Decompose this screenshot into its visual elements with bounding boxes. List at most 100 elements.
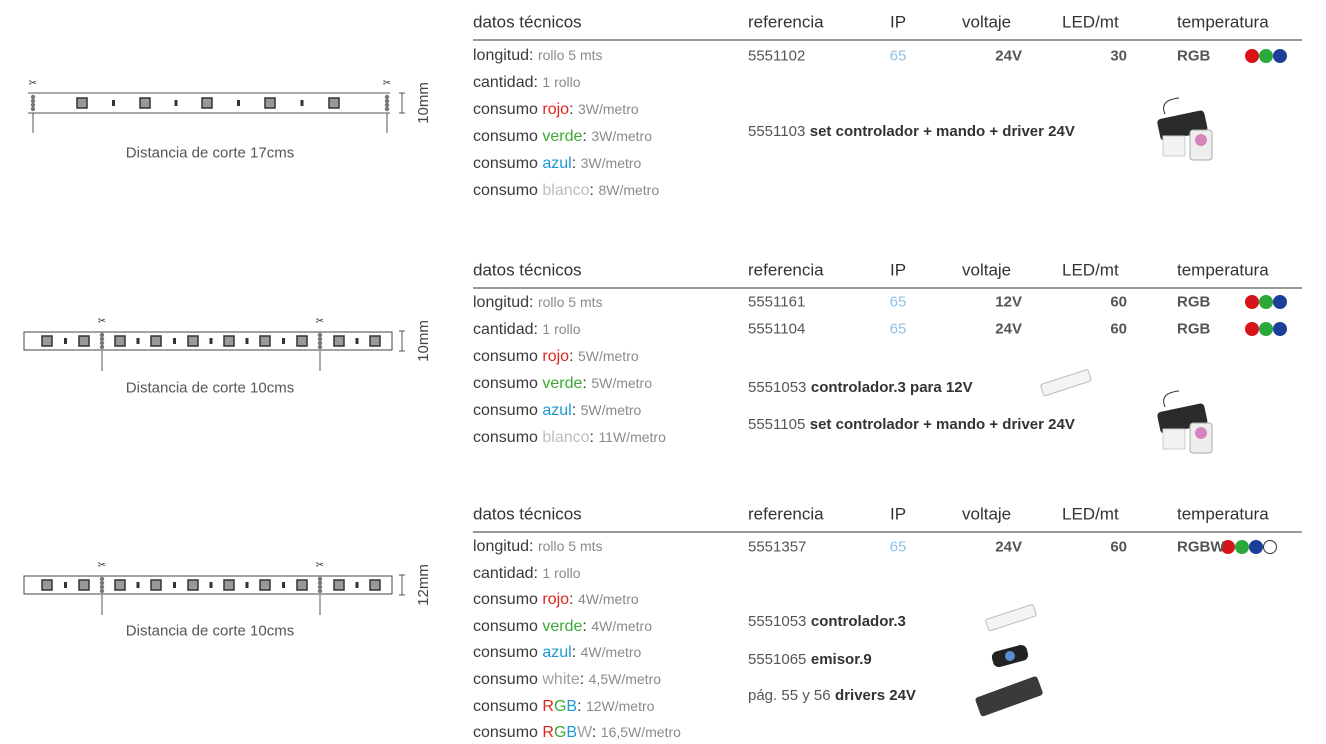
led bbox=[296, 579, 308, 591]
led bbox=[150, 335, 162, 347]
solder-pad bbox=[99, 336, 105, 342]
scissors: ✂ bbox=[383, 78, 391, 89]
spec-line: consumo rojo: 4W/metro bbox=[473, 592, 639, 608]
color-dot bbox=[1263, 540, 1277, 554]
spec-label: consumo bbox=[473, 402, 543, 419]
spec-label: azul bbox=[542, 644, 572, 662]
voltage: 24V bbox=[995, 320, 1022, 338]
spec-label: B bbox=[566, 697, 578, 715]
solder-pad bbox=[99, 332, 105, 338]
led bbox=[150, 579, 162, 591]
resistor bbox=[282, 582, 285, 588]
spec-line: consumo verde: 4W/metro bbox=[473, 617, 652, 635]
led-per-meter: 60 bbox=[1110, 293, 1127, 311]
accessory-code: 5551105 bbox=[748, 416, 806, 433]
accessory: pág. 55 y 56 drivers 24V bbox=[748, 688, 916, 704]
solder-pad bbox=[317, 332, 323, 338]
spec-label: consumo bbox=[473, 697, 543, 715]
solder-pad bbox=[384, 106, 390, 112]
column-header: temperatura bbox=[1177, 12, 1269, 32]
accessory: 5551105 set controlador + mando + driver… bbox=[748, 417, 1075, 433]
spec-value: 3W/metro bbox=[580, 155, 642, 171]
color-dot bbox=[1245, 322, 1259, 336]
color-dot bbox=[1259, 49, 1273, 63]
led bbox=[369, 579, 381, 591]
spec-label: rojo bbox=[542, 591, 570, 609]
spec-label: cantidad: bbox=[473, 74, 538, 91]
spec-line: longitud: rollo 5 mts bbox=[473, 48, 603, 64]
spec-value: 5W/metro bbox=[580, 402, 642, 418]
column-header: temperatura bbox=[1177, 260, 1269, 280]
solder-pad bbox=[30, 94, 36, 100]
solder-pad bbox=[317, 584, 323, 590]
spec-line: longitud: rollo 5 mts bbox=[473, 295, 603, 311]
ip: 65 bbox=[889, 320, 907, 338]
spec-label: R bbox=[542, 697, 554, 715]
diagram-caption: Distancia de corte 17cms bbox=[125, 144, 295, 162]
spec-label: longitud: bbox=[473, 538, 534, 555]
spec-line: consumo azul: 3W/metro bbox=[473, 156, 641, 172]
dimension: 10mm bbox=[415, 320, 432, 362]
spec-label: consumo bbox=[473, 128, 543, 145]
spec-line: consumo verde: 5W/metro bbox=[473, 376, 652, 392]
led bbox=[187, 579, 199, 591]
resistor bbox=[112, 100, 115, 106]
scissors: ✂ bbox=[316, 560, 324, 571]
icon-cable bbox=[1163, 390, 1180, 408]
spec-label: verde bbox=[542, 128, 583, 145]
accessory-name: drivers 24V bbox=[835, 687, 916, 704]
resistor bbox=[174, 100, 178, 106]
column-header: datos técnicos bbox=[473, 12, 582, 32]
accessory-code: 5551053 bbox=[748, 379, 807, 396]
diagram-caption: Distancia de corte 10cms bbox=[125, 622, 295, 640]
spec-label: longitud: bbox=[473, 47, 534, 64]
resistor bbox=[173, 582, 176, 588]
spec-line: consumo RGB: 12W/metro bbox=[473, 697, 654, 715]
solder-pad bbox=[384, 98, 390, 104]
accessory-name: controlador.3 para 12V bbox=[810, 379, 973, 396]
led bbox=[223, 579, 235, 591]
icon-wheel bbox=[1195, 427, 1207, 439]
spec-line: consumo white: 4,5W/metro bbox=[473, 672, 661, 688]
spec-line: consumo rojo: 5W/metro bbox=[473, 349, 639, 365]
spec-label: G bbox=[553, 724, 567, 742]
resistor bbox=[282, 338, 285, 344]
spec-label: : bbox=[582, 375, 587, 392]
spec-line: consumo rojo: 3W/metro bbox=[473, 102, 639, 118]
solder-pad bbox=[99, 580, 105, 586]
spec-label: blanco bbox=[542, 182, 590, 199]
voltage: 24V bbox=[995, 47, 1022, 65]
accessory: 5551065 emisor.9 bbox=[748, 652, 872, 668]
ip: 65 bbox=[889, 293, 907, 311]
spec-label: consumo bbox=[473, 644, 543, 662]
spec-label: consumo bbox=[473, 375, 543, 392]
led-per-meter: 30 bbox=[1110, 47, 1127, 65]
color-dot bbox=[1273, 49, 1287, 63]
voltage: 12V bbox=[995, 293, 1022, 311]
spec-label: : bbox=[591, 724, 597, 742]
led bbox=[333, 335, 345, 347]
resistor bbox=[245, 582, 249, 588]
icon-driver bbox=[975, 676, 1043, 717]
spec-value: 11W/metro bbox=[598, 429, 666, 445]
column-header: referencia bbox=[748, 260, 824, 280]
spec-label: : bbox=[582, 617, 587, 635]
spec-value: 4W/metro bbox=[580, 644, 642, 661]
solder-pad bbox=[99, 344, 105, 350]
spec-label: consumo bbox=[473, 101, 543, 118]
spec-line: cantidad: 1 rollo bbox=[473, 75, 581, 91]
led bbox=[369, 335, 381, 347]
spec-label: : bbox=[571, 155, 577, 172]
solder-pad bbox=[317, 580, 323, 586]
spec-label: : bbox=[589, 429, 594, 446]
color-dot bbox=[1273, 295, 1287, 309]
spec-value: 1 rollo bbox=[542, 74, 581, 90]
accessory: 5551053 controlador.3 para 12V bbox=[748, 380, 973, 396]
icon-controller bbox=[985, 604, 1037, 632]
spec-label: consumo bbox=[473, 724, 543, 742]
spec-label: : bbox=[571, 402, 577, 419]
ip: 65 bbox=[889, 538, 907, 556]
solder-pad bbox=[30, 106, 36, 112]
temperature: RGB bbox=[1177, 47, 1211, 65]
color-dot bbox=[1259, 322, 1273, 336]
